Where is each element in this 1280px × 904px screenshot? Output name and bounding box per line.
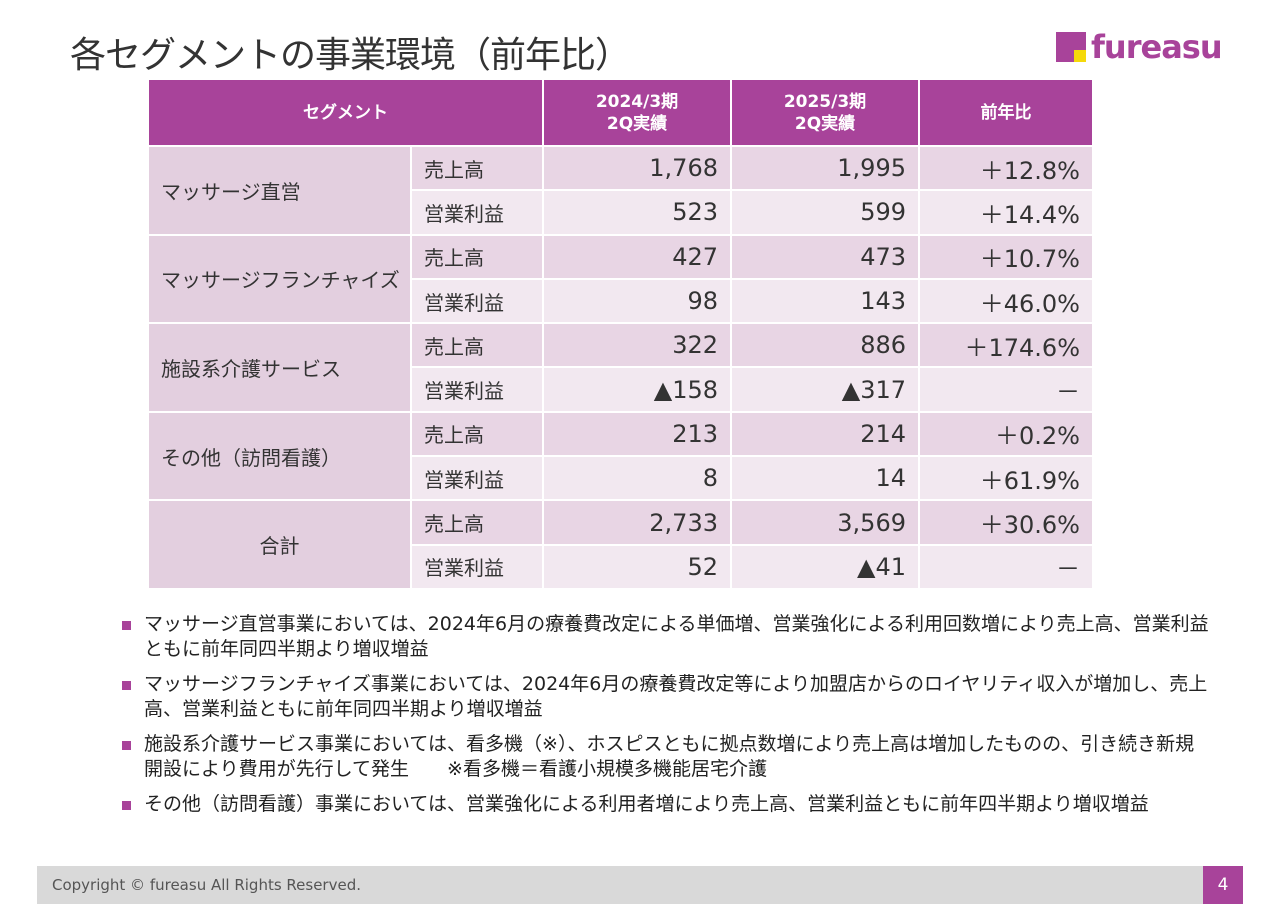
item-label: 売上高 bbox=[410, 144, 544, 192]
prev-value: 523 bbox=[542, 189, 732, 236]
bullet-text: マッサージ直営事業においては、2024年6月の療養費改定による単価増、営業強化に… bbox=[144, 613, 1209, 660]
prev-value: 427 bbox=[542, 233, 732, 280]
curr-value: 143 bbox=[730, 277, 920, 325]
table-row: 営業利益 98 143 ＋46.0% bbox=[148, 277, 1094, 325]
segment-table: セグメント 2024/3期 2Q実績 2025/3期 2Q実績 前年比 マッサージ直… bbox=[147, 78, 1094, 590]
footer: Copyright © fureasu All Rights Reserved.… bbox=[37, 866, 1243, 904]
yoy-value: ＋46.0% bbox=[918, 277, 1094, 325]
table-row: 施設系介護サービス 売上高 322 886 ＋174.6% bbox=[147, 322, 1094, 413]
prev-value: 8 bbox=[542, 455, 732, 502]
yoy-value: ＋12.8% bbox=[918, 144, 1094, 192]
item-label: 営業利益 bbox=[410, 189, 544, 236]
header-prev: 2024/3期 2Q実績 bbox=[542, 78, 732, 147]
table-row: 合計 売上高 2,733 3,569 ＋30.6% bbox=[147, 499, 1094, 590]
item-label: 営業利益 bbox=[410, 455, 544, 502]
yoy-value: ＋14.4% bbox=[918, 189, 1094, 236]
header-curr: 2025/3期 2Q実績 bbox=[730, 78, 920, 147]
commentary-list: マッサージ直営事業においては、2024年6月の療養費改定による単価増、営業強化に… bbox=[120, 612, 1210, 827]
curr-value: ▲41 bbox=[730, 543, 920, 590]
yoy-value: － bbox=[918, 543, 1094, 590]
table-row: 営業利益 ▲158 ▲317 － bbox=[148, 366, 1094, 413]
bullet-text: 施設系介護サービス事業においては、看多機（※）、ホスピスともに拠点数増により売上… bbox=[144, 733, 1195, 780]
item-label: 売上高 bbox=[410, 322, 544, 369]
item-label: 売上高 bbox=[410, 233, 544, 280]
header-curr-line1: 2025/3期 bbox=[783, 91, 867, 112]
curr-value: 1,995 bbox=[730, 144, 920, 192]
prev-value: 2,733 bbox=[542, 499, 732, 546]
item-label: 営業利益 bbox=[410, 277, 544, 325]
table-row: 営業利益 523 599 ＋14.4% bbox=[148, 189, 1094, 236]
curr-value: 473 bbox=[730, 233, 920, 280]
header-prev-line1: 2024/3期 bbox=[595, 91, 679, 112]
segment-name: その他（訪問看護） bbox=[147, 410, 412, 502]
page-title: 各セグメントの事業環境（前年比） bbox=[70, 35, 631, 76]
yoy-value: ＋10.7% bbox=[918, 233, 1094, 280]
item-label: 営業利益 bbox=[410, 543, 544, 590]
yoy-value: ＋0.2% bbox=[918, 410, 1094, 458]
bullet-square-icon bbox=[122, 801, 131, 810]
header-yoy: 前年比 bbox=[918, 78, 1094, 147]
bullet-item: マッサージ直営事業においては、2024年6月の療養費改定による単価増、営業強化に… bbox=[120, 612, 1210, 662]
header-segment: セグメント bbox=[147, 78, 544, 147]
prev-value: ▲158 bbox=[542, 366, 732, 413]
fureasu-logo: fureasu bbox=[1056, 28, 1223, 66]
curr-value: 599 bbox=[730, 189, 920, 236]
table-row: その他（訪問看護） 売上高 213 214 ＋0.2% bbox=[147, 410, 1094, 502]
bullet-item: マッサージフランチャイズ事業においては、2024年6月の療養費改定等により加盟店… bbox=[120, 672, 1210, 722]
curr-value: 886 bbox=[730, 322, 920, 369]
table-row: マッサージフランチャイズ 売上高 427 473 ＋10.7% bbox=[147, 233, 1094, 325]
prev-value: 322 bbox=[542, 322, 732, 369]
item-label: 営業利益 bbox=[410, 366, 544, 413]
bullet-text: マッサージフランチャイズ事業においては、2024年6月の療養費改定等により加盟店… bbox=[144, 673, 1208, 720]
prev-value: 1,768 bbox=[542, 144, 732, 192]
table-row: 営業利益 52 ▲41 － bbox=[148, 543, 1094, 590]
page-number: 4 bbox=[1203, 866, 1243, 904]
bullet-item: その他（訪問看護）事業においては、営業強化による利用者増により売上高、営業利益と… bbox=[120, 792, 1210, 817]
header-curr-line2: 2Q実績 bbox=[794, 113, 856, 134]
curr-value: 3,569 bbox=[730, 499, 920, 546]
yoy-value: ＋61.9% bbox=[918, 455, 1094, 502]
copyright: Copyright © fureasu All Rights Reserved. bbox=[52, 876, 361, 894]
bullet-square-icon bbox=[122, 741, 131, 750]
curr-value: ▲317 bbox=[730, 366, 920, 413]
logo-mark-icon bbox=[1056, 32, 1086, 62]
yoy-value: ＋174.6% bbox=[918, 322, 1094, 369]
segment-name: 施設系介護サービス bbox=[147, 322, 412, 413]
prev-value: 213 bbox=[542, 410, 732, 458]
prev-value: 52 bbox=[542, 543, 732, 590]
curr-value: 214 bbox=[730, 410, 920, 458]
bullet-text: その他（訪問看護）事業においては、営業強化による利用者増により売上高、営業利益と… bbox=[144, 793, 1149, 815]
yoy-value: ＋30.6% bbox=[918, 499, 1094, 546]
segment-name: マッサージ直営 bbox=[147, 145, 412, 236]
bullet-square-icon bbox=[122, 621, 131, 630]
header-prev-line2: 2Q実績 bbox=[606, 113, 668, 134]
item-label: 売上高 bbox=[410, 499, 544, 546]
segment-name: 合計 bbox=[147, 499, 412, 590]
item-label: 売上高 bbox=[410, 410, 544, 458]
table-row: マッサージ直営 売上高 1,768 1,995 ＋12.8% bbox=[147, 144, 1094, 236]
yoy-value: － bbox=[918, 366, 1094, 413]
segment-name: マッサージフランチャイズ bbox=[147, 233, 412, 325]
curr-value: 14 bbox=[730, 455, 920, 502]
bullet-square-icon bbox=[122, 681, 131, 690]
prev-value: 98 bbox=[542, 277, 732, 325]
logo-text: fureasu bbox=[1091, 28, 1223, 66]
table-row: 営業利益 8 14 ＋61.9% bbox=[148, 455, 1094, 502]
bullet-item: 施設系介護サービス事業においては、看多機（※）、ホスピスともに拠点数増により売上… bbox=[120, 732, 1210, 782]
